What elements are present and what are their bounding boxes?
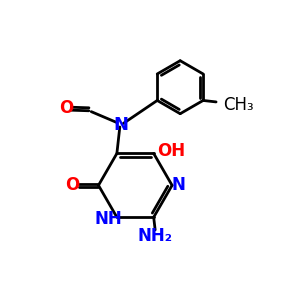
Text: NH: NH xyxy=(95,210,122,228)
Text: NH₂: NH₂ xyxy=(138,227,173,245)
Text: N: N xyxy=(113,116,128,134)
Text: N: N xyxy=(172,176,185,194)
Text: O: O xyxy=(59,99,74,117)
Text: OH: OH xyxy=(157,142,185,160)
Text: CH₃: CH₃ xyxy=(223,96,254,114)
Text: O: O xyxy=(65,176,79,194)
